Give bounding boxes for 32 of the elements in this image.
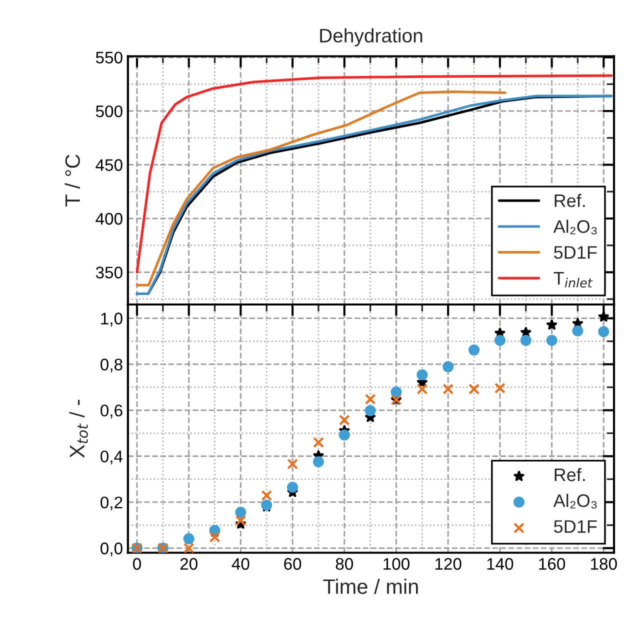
y-axis-title: T / °C bbox=[64, 154, 80, 206]
y-tick-label: 0,2 bbox=[100, 496, 122, 510]
chart-title: Dehydration bbox=[320, 28, 422, 46]
x-tick-label: 100 bbox=[384, 558, 410, 570]
legend-label: T$_{inlet}$ bbox=[554, 272, 593, 288]
y-axis-title: X$_{tot}$ / - bbox=[69, 400, 88, 458]
y-tick-label: 0,4 bbox=[100, 450, 123, 464]
y-tick-label: 1,0 bbox=[101, 312, 122, 326]
legend-label: Ref. bbox=[554, 468, 585, 482]
x-tick-label: 60 bbox=[284, 558, 302, 570]
y-tick-label: 0,8 bbox=[100, 358, 122, 372]
x-tick-label: 180 bbox=[591, 558, 617, 570]
x-tick-label: 80 bbox=[336, 558, 354, 570]
y-tick-label: 400 bbox=[96, 212, 122, 225]
legend-label: 5D1F bbox=[554, 246, 597, 259]
y-tick-label: 350 bbox=[96, 266, 122, 278]
x-tick-label: 0 bbox=[133, 558, 141, 570]
y-tick-label: 0,6 bbox=[100, 404, 122, 418]
y-tick-label: 0,0 bbox=[100, 542, 122, 556]
x-tick-label: 120 bbox=[435, 558, 462, 570]
x-tick-label: 20 bbox=[180, 558, 198, 570]
x-axis-title: Time / min bbox=[323, 578, 418, 594]
legend-label: Al₂O₃ bbox=[553, 494, 597, 509]
x-tick-label: 40 bbox=[232, 558, 250, 570]
legend-label: Ref. bbox=[554, 194, 585, 208]
y-tick-label: 550 bbox=[96, 52, 122, 64]
y-tick-label: 450 bbox=[96, 159, 122, 171]
x-tick-label: 140 bbox=[487, 558, 514, 570]
x-tick-label: 160 bbox=[539, 558, 566, 570]
legend-label: 5D1F bbox=[554, 520, 597, 533]
legend-label: Al₂O₃ bbox=[553, 220, 597, 234]
y-tick-label: 500 bbox=[96, 105, 122, 118]
